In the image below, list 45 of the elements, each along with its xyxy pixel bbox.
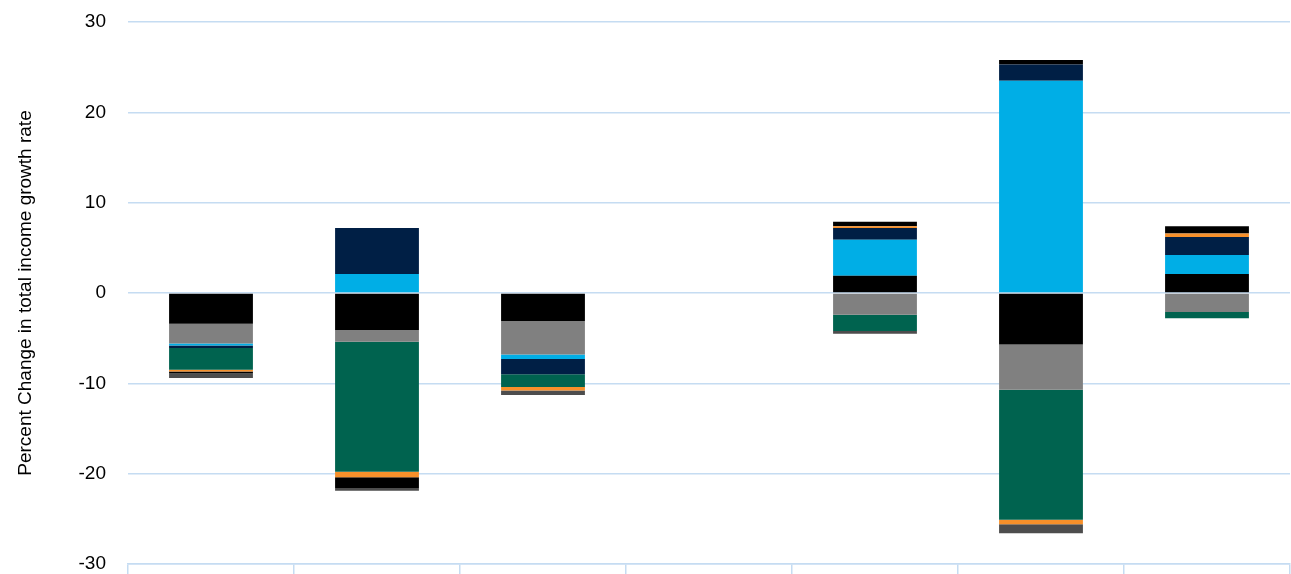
bar xyxy=(999,64,1083,81)
bar xyxy=(833,293,917,315)
y-tick-label: -30 xyxy=(78,552,106,574)
bar xyxy=(501,321,585,355)
bar xyxy=(833,239,917,276)
bar xyxy=(833,227,917,240)
bar xyxy=(335,341,419,472)
bar xyxy=(169,373,253,378)
bar xyxy=(1165,236,1249,256)
bar xyxy=(999,524,1083,534)
y-tick-label: 10 xyxy=(84,190,106,212)
bar xyxy=(501,293,585,321)
bar xyxy=(501,358,585,375)
bar xyxy=(501,374,585,387)
bar xyxy=(1165,293,1249,312)
bar xyxy=(833,275,917,293)
bar xyxy=(501,386,585,391)
bar xyxy=(501,354,585,359)
y-axis-title: Percent Change in total income growth rate xyxy=(13,110,35,476)
y-tick-label: -10 xyxy=(78,371,106,393)
bar xyxy=(335,227,419,275)
bar xyxy=(999,344,1083,390)
bar xyxy=(999,293,1083,345)
y-tick-label: -20 xyxy=(78,461,106,483)
bar xyxy=(1165,311,1249,319)
bar xyxy=(1165,274,1249,293)
y-tick-label: 0 xyxy=(95,281,106,303)
bar xyxy=(335,488,419,491)
bar xyxy=(999,80,1083,293)
bar xyxy=(335,471,419,478)
y-tick-label: 30 xyxy=(84,10,106,32)
bar xyxy=(999,389,1083,520)
bar xyxy=(335,293,419,331)
y-tick-label: 20 xyxy=(84,100,106,122)
bar xyxy=(1165,255,1249,275)
bar xyxy=(833,314,917,331)
bar xyxy=(169,348,253,370)
bar xyxy=(335,330,419,342)
bar xyxy=(169,323,253,344)
bar xyxy=(833,330,917,334)
bar xyxy=(169,293,253,324)
bar xyxy=(335,477,419,489)
bar xyxy=(1165,226,1249,234)
bar xyxy=(1165,233,1249,237)
bar xyxy=(335,274,419,293)
